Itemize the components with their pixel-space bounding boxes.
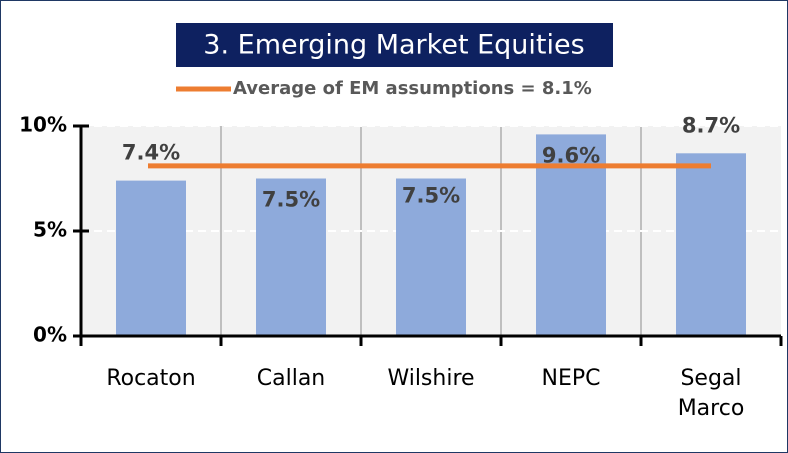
title-box — [176, 23, 613, 67]
data-label: 7.5% — [262, 188, 320, 212]
y-tick-label: 10% — [19, 113, 67, 137]
y-tick-label: 5% — [33, 218, 67, 242]
x-tick-label: NEPC — [541, 366, 601, 391]
legend-label: Average of EM assumptions = 8.1% — [233, 78, 592, 99]
bar — [396, 178, 466, 336]
data-label: 7.4% — [122, 141, 180, 165]
data-label: 7.5% — [402, 184, 460, 208]
x-tick-label: Rocaton — [106, 366, 196, 391]
bar — [676, 153, 746, 336]
bar — [256, 178, 326, 336]
data-label: 8.7% — [682, 113, 740, 137]
x-tick-label: Callan — [256, 366, 326, 391]
y-tick-label: 0% — [33, 323, 67, 347]
chart-title: 3. Emerging Market Equities — [203, 30, 584, 61]
bar — [116, 180, 186, 336]
x-tick-label: Segal Marco — [677, 366, 745, 421]
x-tick-label: Wilshire — [387, 366, 475, 391]
